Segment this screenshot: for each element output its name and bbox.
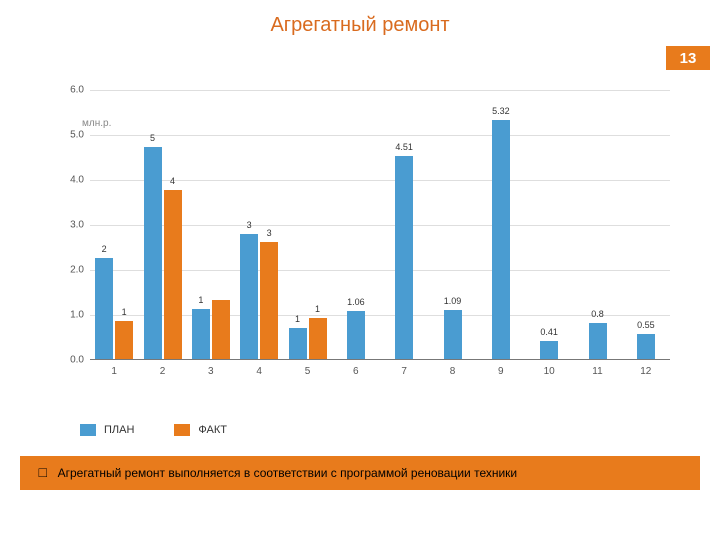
bar-group: 21	[95, 258, 133, 359]
bar-plan: 0.8	[589, 323, 607, 359]
bar-group: 1.09	[444, 310, 462, 359]
bar-plan: 1	[289, 328, 307, 360]
bar-plan: 2	[95, 258, 113, 359]
bar-group: 0.55	[637, 334, 655, 359]
legend-swatch-fact	[174, 424, 190, 436]
bar-value-label: 1	[315, 304, 320, 314]
bar-group: 1	[192, 300, 230, 359]
bar-plan: 0.41	[540, 341, 558, 359]
legend-swatch-plan	[80, 424, 96, 436]
x-tick-label: 10	[525, 366, 573, 377]
bar-plan: 3	[240, 234, 258, 359]
x-tick-label: 3	[187, 366, 235, 377]
x-tick-label: 4	[235, 366, 283, 377]
x-tick-label: 1	[90, 366, 138, 377]
bar-group: 0.41	[540, 341, 558, 359]
bar-value-label: 2	[102, 244, 107, 254]
bar-value-label: 0.55	[637, 320, 655, 330]
y-tick-label: 2.0	[50, 265, 84, 276]
bullet-icon: 🞎	[38, 466, 48, 481]
legend-label-plan: ПЛАН	[104, 424, 134, 436]
bar-value-label: 3	[247, 220, 252, 230]
x-tick-label: 6	[332, 366, 380, 377]
bar-group: 4.51	[395, 156, 413, 359]
footer-note-text: Агрегатный ремонт выполняется в соответс…	[58, 466, 518, 480]
bar-plan: 0.55	[637, 334, 655, 359]
bar-plan: 1.06	[347, 311, 365, 359]
bar-value-label: 1.09	[444, 296, 462, 306]
bar-value-label: 1.06	[347, 297, 365, 307]
bar-value-label: 5.32	[492, 106, 510, 116]
y-tick-label: 6.0	[50, 85, 84, 96]
x-tick-label: 2	[138, 366, 186, 377]
gridline	[90, 90, 670, 91]
y-tick-label: 3.0	[50, 220, 84, 231]
bar-value-label: 0.8	[591, 309, 604, 319]
page-number-badge: 13	[666, 46, 710, 70]
y-unit-label: млн.р.	[82, 118, 111, 129]
bar-group: 33	[240, 234, 278, 359]
bar-group: 54	[144, 147, 182, 359]
bar-value-label: 4	[170, 176, 175, 186]
y-tick-label: 5.0	[50, 130, 84, 141]
y-tick-label: 4.0	[50, 175, 84, 186]
x-tick-label: 5	[283, 366, 331, 377]
bar-fact: 3	[260, 242, 278, 359]
bar-chart: млн.р. 0.01.02.03.04.05.06.02154133111.0…	[50, 90, 680, 390]
x-tick-label: 12	[622, 366, 670, 377]
bar-value-label: 0.41	[540, 327, 558, 337]
x-tick-label: 7	[380, 366, 428, 377]
y-tick-label: 0.0	[50, 355, 84, 366]
bar-value-label: 4.51	[395, 142, 413, 152]
bar-value-label: 3	[267, 228, 272, 238]
bar-fact: 1	[115, 321, 133, 359]
x-tick-label: 11	[573, 366, 621, 377]
bar-plan: 4.51	[395, 156, 413, 359]
bar-fact: 1	[309, 318, 327, 359]
legend-item-fact: ФАКТ	[174, 424, 227, 436]
bar-group: 11	[289, 318, 327, 359]
y-tick-label: 1.0	[50, 310, 84, 321]
bar-value-label: 5	[150, 133, 155, 143]
bar-group: 0.8	[589, 323, 607, 359]
bar-plan: 1	[192, 309, 210, 359]
footer-note: 🞎 Агрегатный ремонт выполняется в соотве…	[20, 456, 700, 490]
x-tick-label: 9	[477, 366, 525, 377]
gridline	[90, 135, 670, 136]
legend-item-plan: ПЛАН	[80, 424, 134, 436]
bar-group: 1.06	[347, 311, 365, 359]
x-axis: 123456789101112	[90, 360, 670, 380]
legend-label-fact: ФАКТ	[198, 424, 227, 436]
bar-value-label: 1	[122, 307, 127, 317]
legend: ПЛАН ФАКТ	[80, 424, 227, 436]
bar-fact: 4	[164, 190, 182, 359]
bar-group: 5.32	[492, 120, 510, 359]
chart-title: Агрегатный ремонт	[0, 14, 720, 37]
bar-plan: 1.09	[444, 310, 462, 359]
bar-value-label: 1	[198, 295, 203, 305]
plot-area: млн.р. 0.01.02.03.04.05.06.02154133111.0…	[90, 90, 670, 360]
bar-plan: 5	[144, 147, 162, 359]
x-tick-label: 8	[428, 366, 476, 377]
bar-fact	[212, 300, 230, 359]
bar-value-label: 1	[295, 314, 300, 324]
bar-plan: 5.32	[492, 120, 510, 359]
